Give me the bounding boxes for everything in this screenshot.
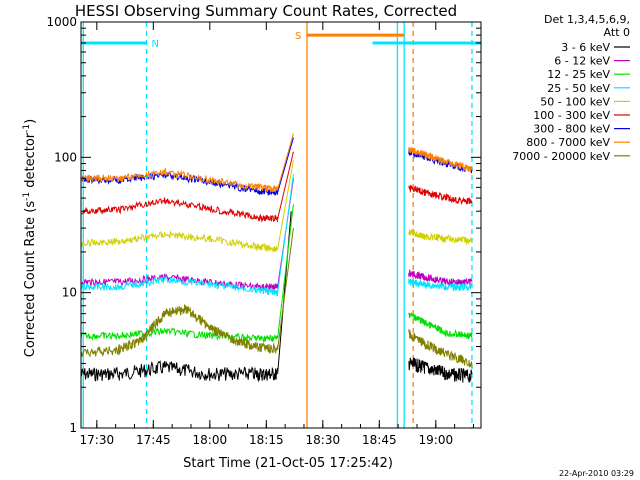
timestamp: 22-Apr-2010 03:29 bbox=[559, 469, 634, 478]
x-tick-label-0: 17:30 bbox=[80, 433, 115, 447]
series-3-before bbox=[80, 276, 279, 297]
series-4-rise bbox=[277, 160, 294, 250]
y-axis-label-part2: detector bbox=[23, 132, 38, 192]
series-8-before bbox=[80, 303, 279, 358]
y-tick-label-2: 100 bbox=[54, 150, 77, 164]
series-5-before bbox=[80, 197, 279, 223]
series-2-rise bbox=[277, 204, 294, 339]
series-0-before bbox=[80, 360, 279, 383]
legend-header-line2: Att 0 bbox=[604, 26, 630, 39]
series-5-after bbox=[408, 184, 473, 206]
series-7-after bbox=[408, 146, 473, 173]
x-tick-label-1: 17:45 bbox=[136, 433, 171, 447]
y-axis-label: Corrected Count Rate (s-1 detector-1) bbox=[22, 119, 38, 357]
legend-label-8: 7000 - 20000 keV bbox=[512, 150, 610, 163]
series-2-before bbox=[80, 327, 279, 344]
series-2-after bbox=[408, 312, 473, 340]
y-tick-label-1: 10 bbox=[62, 286, 77, 300]
series-4-before bbox=[80, 230, 279, 253]
x-axis-label: Start Time (21-Oct-05 17:25:42) bbox=[183, 456, 393, 471]
x-tick-label-4: 18:30 bbox=[306, 433, 341, 447]
series-1-after bbox=[408, 269, 473, 287]
legend-label-3: 25 - 50 keV bbox=[547, 82, 610, 95]
legend-header-line1: Det 1,3,4,5,6,9, bbox=[544, 13, 630, 26]
y-axis-label-sup1: -1 bbox=[22, 192, 32, 201]
legend-label-6: 300 - 800 keV bbox=[533, 123, 610, 136]
series-3-rise bbox=[277, 174, 294, 293]
series-5-rise bbox=[277, 151, 294, 220]
plot-frame bbox=[80, 21, 482, 429]
series-6-before bbox=[80, 171, 279, 196]
series-7-before bbox=[80, 167, 279, 193]
axes: 17:30 17:45 18:00 18:15 18:30 18:45 19:00 1 10 10… bbox=[46, 15, 482, 447]
x-tick-label-6: 19:00 bbox=[419, 433, 454, 447]
series-4-after bbox=[408, 229, 473, 246]
flag-label-S: S bbox=[295, 31, 301, 42]
legend-label-0: 3 - 6 keV bbox=[561, 41, 610, 54]
chart-title: HESSI Observing Summary Count Rates, Cor… bbox=[75, 2, 457, 20]
legend-label-5: 100 - 300 keV bbox=[533, 109, 610, 122]
y-tick-label-0: 1 bbox=[69, 421, 77, 435]
plot-area: NS bbox=[80, 22, 481, 428]
legend-label-7: 800 - 7000 keV bbox=[526, 136, 610, 149]
series-7-rise bbox=[277, 133, 294, 190]
y-tick-label-3: 1000 bbox=[46, 15, 77, 29]
y-axis-label-part3: ) bbox=[23, 119, 38, 124]
y-axis-label-sup2: -1 bbox=[22, 124, 32, 133]
flag-label-N: N bbox=[152, 39, 159, 50]
legend-label-4: 50 - 100 keV bbox=[540, 95, 610, 108]
y-axis-label-part1: Corrected Count Rate (s bbox=[23, 201, 38, 358]
x-tick-label-5: 18:45 bbox=[362, 433, 397, 447]
series-8-rise bbox=[277, 228, 294, 350]
legend-label-2: 12 - 25 keV bbox=[547, 68, 610, 81]
legend-label-1: 6 - 12 keV bbox=[554, 55, 610, 68]
x-tick-label-3: 18:15 bbox=[249, 433, 284, 447]
series-8-after bbox=[408, 328, 473, 369]
x-tick-label-2: 18:00 bbox=[193, 433, 228, 447]
series-6-rise bbox=[277, 137, 294, 193]
series-0-after bbox=[408, 357, 473, 383]
series-3-after bbox=[408, 277, 473, 292]
